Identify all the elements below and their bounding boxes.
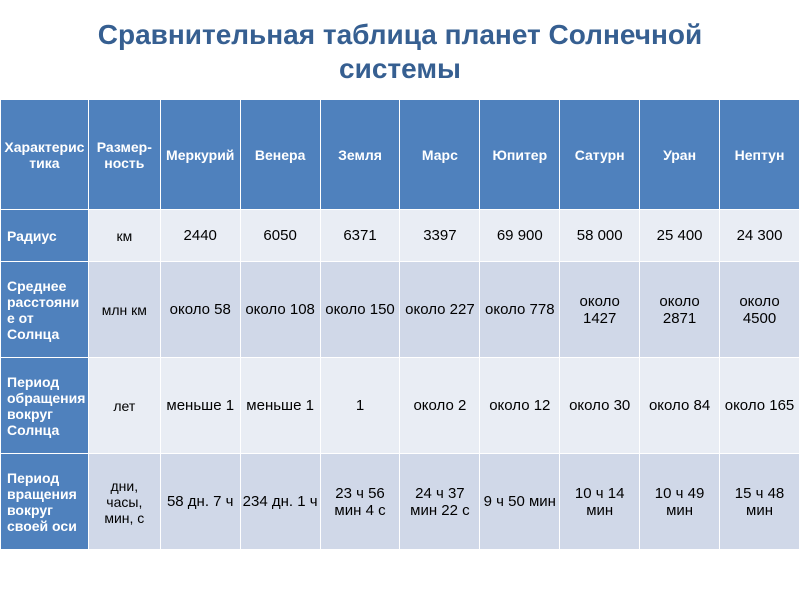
cell: 15 ч 48 мин <box>720 454 800 550</box>
cell: около 1427 <box>560 262 640 358</box>
table-body: Радиус км 2440 6050 6371 3397 69 900 58 … <box>1 210 800 550</box>
cell: около 165 <box>720 358 800 454</box>
cell: 10 ч 49 мин <box>640 454 720 550</box>
cell: около 2871 <box>640 262 720 358</box>
col-saturn: Сатурн <box>560 100 640 210</box>
cell: 3397 <box>400 210 480 262</box>
cell: 6050 <box>240 210 320 262</box>
cell: меньше 1 <box>240 358 320 454</box>
cell: 25 400 <box>640 210 720 262</box>
cell: около 12 <box>480 358 560 454</box>
row-unit: км <box>88 210 160 262</box>
row-label: Среднее расстояние от Солнца <box>1 262 89 358</box>
table-row: Период обращения вокруг Солнца лет меньш… <box>1 358 800 454</box>
row-label: Период обращения вокруг Солнца <box>1 358 89 454</box>
col-mars: Марс <box>400 100 480 210</box>
cell: 10 ч 14 мин <box>560 454 640 550</box>
title-line2: системы <box>339 53 461 84</box>
cell: 69 900 <box>480 210 560 262</box>
page-title: Сравнительная таблица планет Солнечной с… <box>0 0 800 99</box>
cell: 23 ч 56 мин 4 с <box>320 454 400 550</box>
planets-table: Характеристика Размер-ность Меркурий Вен… <box>0 99 800 550</box>
col-earth: Земля <box>320 100 400 210</box>
cell: 9 ч 50 мин <box>480 454 560 550</box>
col-mercury: Меркурий <box>160 100 240 210</box>
row-label: Период вращения вокруг своей оси <box>1 454 89 550</box>
cell: около 150 <box>320 262 400 358</box>
row-unit: млн км <box>88 262 160 358</box>
row-unit: лет <box>88 358 160 454</box>
cell: около 2 <box>400 358 480 454</box>
table-row: Среднее расстояние от Солнца млн км окол… <box>1 262 800 358</box>
col-uranus: Уран <box>640 100 720 210</box>
cell: около 84 <box>640 358 720 454</box>
table-header-row: Характеристика Размер-ность Меркурий Вен… <box>1 100 800 210</box>
cell: 6371 <box>320 210 400 262</box>
col-venus: Венера <box>240 100 320 210</box>
cell: 2440 <box>160 210 240 262</box>
row-label: Радиус <box>1 210 89 262</box>
cell: около 30 <box>560 358 640 454</box>
col-neptune: Нептун <box>720 100 800 210</box>
cell: около 4500 <box>720 262 800 358</box>
col-jupiter: Юпитер <box>480 100 560 210</box>
col-dimension: Размер-ность <box>88 100 160 210</box>
table-row: Период вращения вокруг своей оси дни, ча… <box>1 454 800 550</box>
cell: 24 300 <box>720 210 800 262</box>
cell: 234 дн. 1 ч <box>240 454 320 550</box>
col-characteristic: Характеристика <box>1 100 89 210</box>
cell: меньше 1 <box>160 358 240 454</box>
row-unit: дни, часы, мин, с <box>88 454 160 550</box>
cell: около 58 <box>160 262 240 358</box>
cell: около 778 <box>480 262 560 358</box>
table-row: Радиус км 2440 6050 6371 3397 69 900 58 … <box>1 210 800 262</box>
cell: около 227 <box>400 262 480 358</box>
cell: 24 ч 37 мин 22 с <box>400 454 480 550</box>
cell: около 108 <box>240 262 320 358</box>
title-line1: Сравнительная таблица планет Солнечной <box>98 19 702 50</box>
cell: 58 000 <box>560 210 640 262</box>
cell: 1 <box>320 358 400 454</box>
cell: 58 дн. 7 ч <box>160 454 240 550</box>
